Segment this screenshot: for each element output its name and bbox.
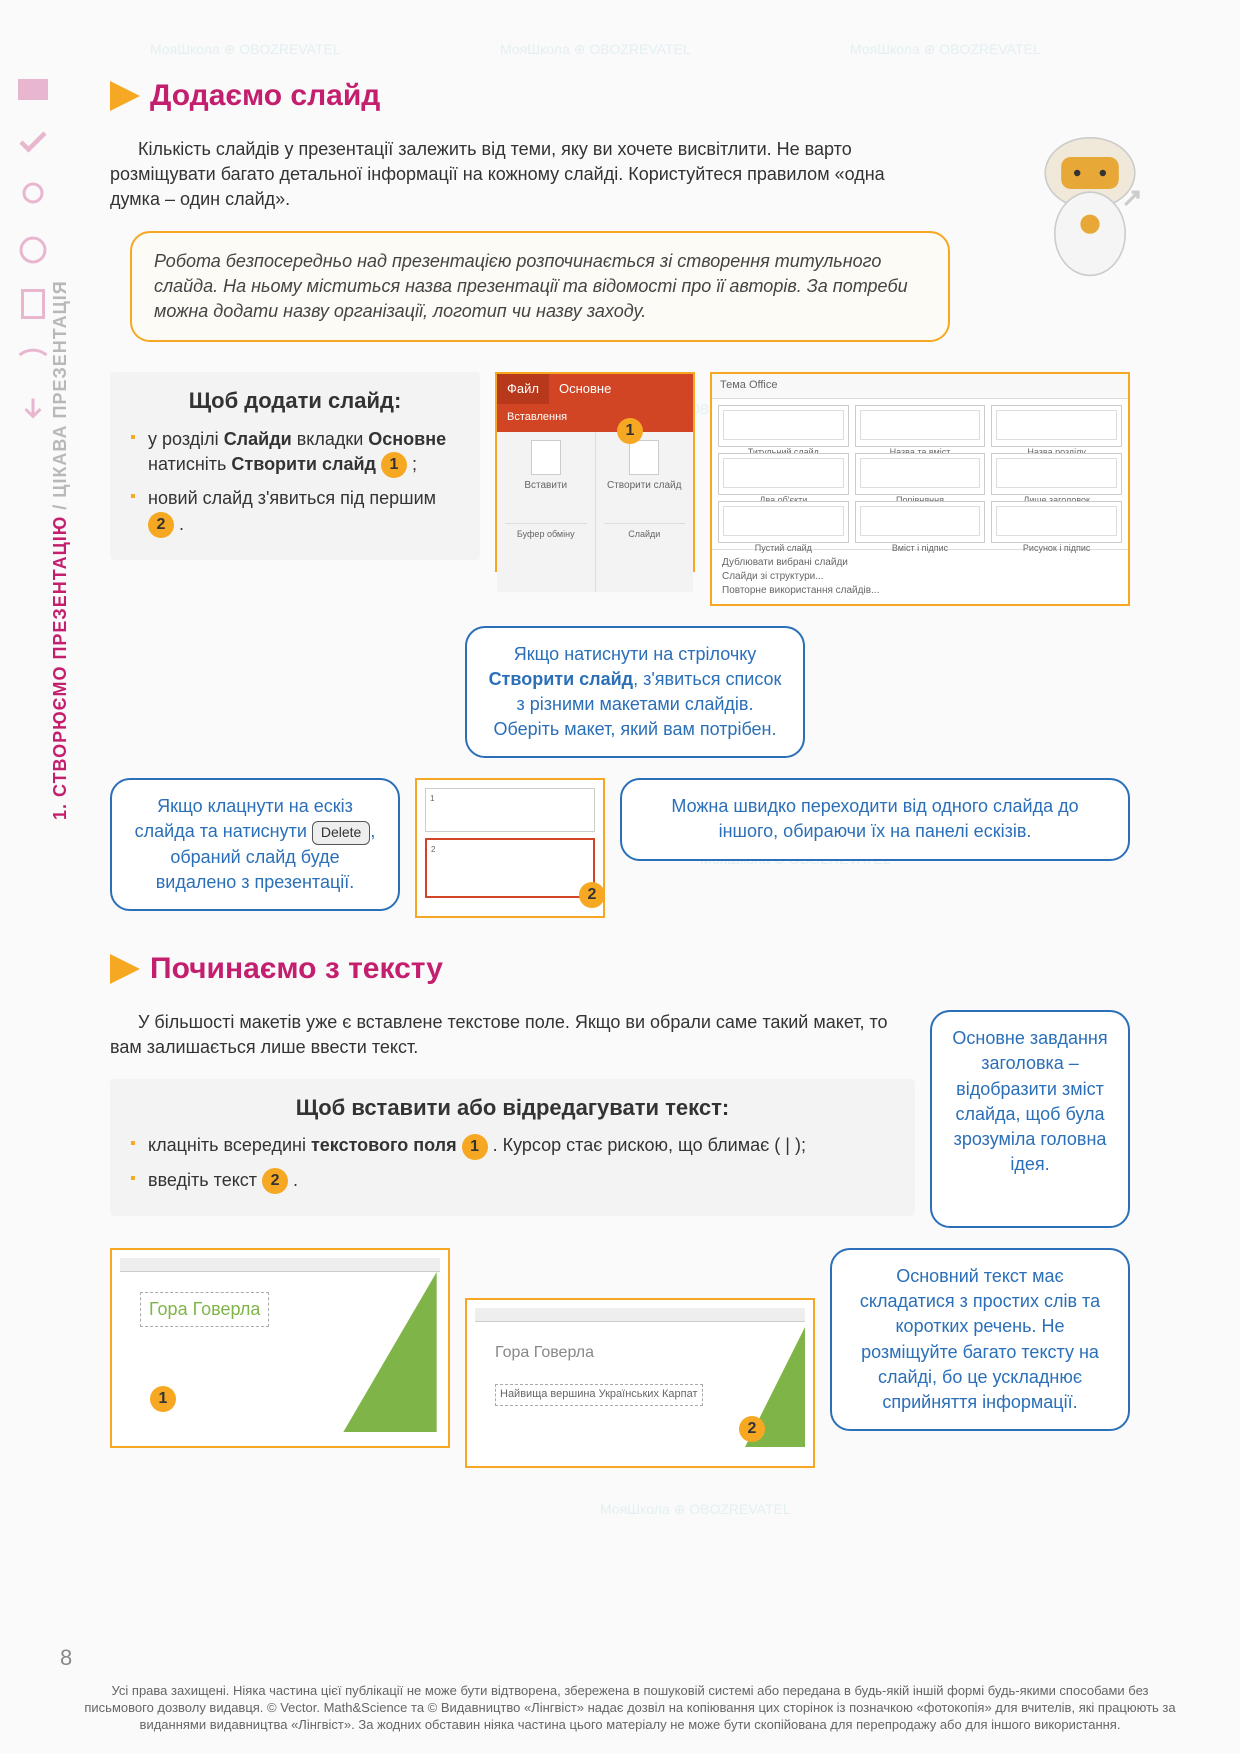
section1-intro: Кількість слайдів у презентації залежить… [110,137,1130,213]
ppt-tab-file: Файл [497,374,549,404]
ppt-slide-edit-screenshot-1: Гора Говерла 1 [110,1248,450,1448]
layout-option: Назва та вміст [855,405,986,447]
section1-title: Додаємо слайд [150,75,380,117]
section2-instruction-box: Щоб вставити або відредагувати текст: кл… [110,1079,915,1216]
blue-callout-arrow-tip: Якщо натиснути на стрілочку Створити сла… [465,626,805,759]
check-icon [15,124,51,160]
layout-option: Титульний слайд [718,405,849,447]
delete-key-icon: Delete [312,821,370,845]
instruction-title-2: Щоб вставити або відредагувати текст: [130,1093,895,1124]
ppt-new-slide-label: Створити слайд [604,479,686,493]
ppt-layout-gallery-screenshot: Тема Office Титульний слайд Назва та вмі… [710,372,1130,605]
watermark: МояШкола ⊕ OBOZREVATEL [150,40,341,60]
ppt-thumbnail-panel-screenshot: 1 2 2 [415,778,605,918]
watermark: МояШкола ⊕ OBOZREVATEL [600,1500,791,1520]
doc-icon [15,286,51,322]
section2-heading: Починаємо з тексту [110,948,1130,990]
step-badge-1: 1 [381,452,407,478]
bullet-item: у розділі Слайди вкладки Основне натисні… [130,427,460,478]
robot-illustration [1010,125,1170,285]
step-badge-1: 1 [462,1134,488,1160]
ppt-paste-label: Вставити [505,479,587,493]
ppt-slides-label: Слайди [604,523,686,541]
callout-marker-2: 2 [739,1416,765,1442]
ppt-clipboard-label: Буфер обміну [505,523,587,541]
heading-chevron-icon [110,954,140,984]
bulb-icon [15,178,51,214]
ppt-ribbon-screenshot: ФайлОсновнеВставлення 1 Вставити Буфер о… [495,372,695,572]
section2-intro: У більшості макетів уже є вставлене текс… [110,1010,915,1060]
blue-callout-delete: Якщо клацнути на ескіз слайда та натисну… [110,778,400,911]
gallery-menu-item: Слайди зі структури... [722,570,1118,584]
slide-subtitle-field: Найвища вершина Українських Карпат [495,1384,703,1405]
layout-option: Пустий слайд [718,501,849,543]
callout-marker-1: 1 [150,1386,176,1412]
step-badge-2: 2 [262,1168,288,1194]
blue-callout-heading-purpose: Основне завдання заголовка – відобразити… [930,1010,1130,1228]
download-icon [15,394,51,430]
blue-callout-body-text-tip: Основний текст має складатися з простих … [830,1248,1130,1431]
ppt-tab-main: Основне [549,374,621,404]
layout-option: Два об'єкти [718,453,849,495]
section1-orange-callout: Робота безпосередньо над презентацією ро… [130,231,950,343]
layout-option: Назва розділу [991,405,1122,447]
step-badge-2: 2 [148,512,174,538]
wifi-icon [15,340,51,376]
callout-marker-1: 1 [617,418,643,444]
sidebar-icon-column [15,70,55,448]
section1-instruction-box: Щоб додати слайд: у розділі Слайди вклад… [110,372,480,560]
heading-chevron-icon [110,81,140,111]
slide-title-field: Гора Говерла [140,1292,269,1327]
sidebar-primary-text: 1. СТВОРЮЄМО ПРЕЗЕНТАЦІЮ [50,516,70,820]
bullet-item: клацніть всередині текстового поля 1 . К… [130,1133,895,1159]
section2-title: Починаємо з тексту [150,948,443,990]
instruction-title: Щоб додати слайд: [130,386,460,417]
gallery-theme-title: Тема Office [712,374,1128,398]
gallery-menu-item: Дублювати вибрані слайди [722,556,1118,570]
gear-icon [15,232,51,268]
callout-marker-2: 2 [579,882,605,908]
ppt-tab-insert: Вставлення [497,404,577,431]
bullet-item: новий слайд з'явиться під першим 2 . [130,486,460,537]
layout-option: Вміст і підпис [855,501,986,543]
layout-option: Рисунок і підпис [991,501,1122,543]
watermark: МояШкола ⊕ OBOZREVATEL [500,40,691,60]
ppt-slide-edit-screenshot-2: Гора Говерла Найвища вершина Українських… [465,1298,815,1468]
folder-icon [15,70,51,106]
footer-legal-text: Усі права захищені. Ніяка частина цієї п… [80,1683,1180,1734]
gallery-menu-item: Повторне використання слайдів... [722,584,1118,598]
bullet-item: введіть текст 2 . [130,1168,895,1194]
watermark: МояШкола ⊕ OBOZREVATEL [850,40,1041,60]
layout-option: Лише заголовок [991,453,1122,495]
page-number: 8 [60,1643,72,1674]
section1-heading: Додаємо слайд [110,75,1130,117]
blue-callout-navigate: Можна швидко переходити від одного слайд… [620,778,1130,860]
layout-option: Порівняння [855,453,986,495]
